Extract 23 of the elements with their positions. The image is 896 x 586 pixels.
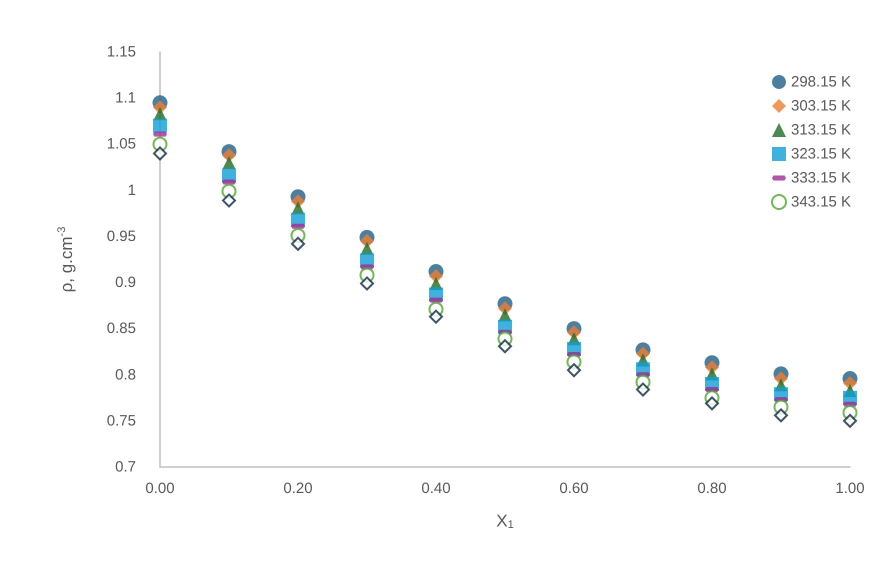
legend-label: 343.15 K [791, 194, 852, 210]
y-tick-label: 0.85 [106, 320, 136, 338]
y-tick-label: 0.75 [106, 412, 136, 430]
y-tick-label: 0.8 [115, 366, 136, 384]
y-tick-label: 1.1 [115, 90, 136, 107]
legend-label: 298.15 K [791, 74, 852, 90]
x-tick-label: 0.40 [421, 480, 451, 497]
y-tick-label: 1.05 [106, 136, 136, 153]
legend-label: 303.15 K [791, 98, 852, 114]
x-tick-label: 0.20 [283, 480, 313, 497]
y-tick-label: 0.7 [115, 458, 136, 476]
legend-label: 323.15 K [791, 146, 852, 162]
y-tick-label: 0.95 [106, 228, 136, 245]
legend-label: 313.15 K [791, 122, 852, 138]
x-tick-label: 1.00 [835, 480, 865, 497]
x-tick-label: 0.00 [145, 480, 175, 497]
y-tick-label: 0.9 [115, 274, 136, 292]
x-tick-label: 0.60 [559, 480, 589, 497]
y-axis-title: ρ, g.cm-3 [56, 226, 76, 292]
y-tick-label: 1 [128, 182, 136, 199]
y-tick-label: 1.15 [106, 44, 136, 60]
legend-label: 333.15 K [791, 170, 852, 186]
x-tick-label: 0.80 [697, 480, 727, 497]
